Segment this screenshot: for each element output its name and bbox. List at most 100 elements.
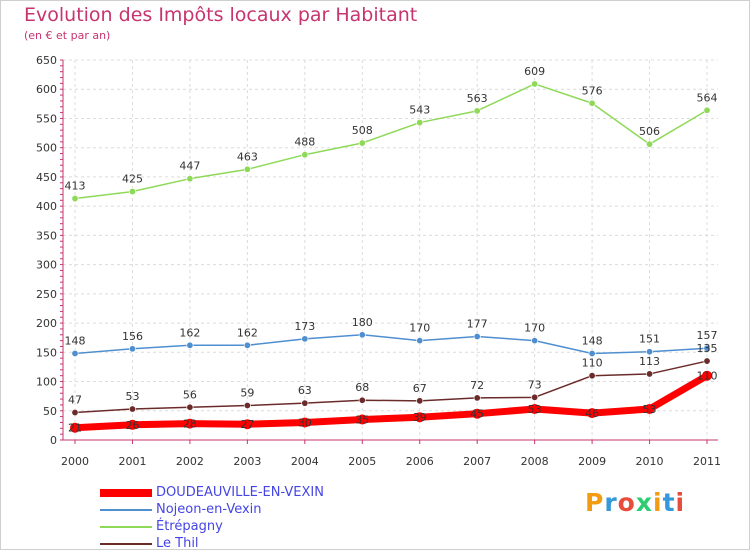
- data-label: 173: [294, 320, 315, 333]
- data-label: 47: [68, 394, 82, 407]
- data-label: 26: [125, 419, 139, 432]
- data-point: [529, 404, 540, 415]
- data-label: 148: [582, 334, 603, 347]
- data-point: [186, 403, 194, 411]
- series-line: [74, 360, 708, 414]
- data-label: 21: [68, 422, 82, 435]
- legend-label: Nojeon-en-Vexin: [156, 502, 262, 517]
- data-label: 45: [470, 408, 484, 421]
- x-tick-label: 2001: [118, 455, 146, 468]
- grid-lines: [63, 59, 718, 441]
- data-point: [416, 397, 424, 405]
- data-label: 113: [639, 355, 660, 368]
- data-label: 162: [179, 326, 200, 339]
- data-label: 135: [697, 342, 718, 355]
- data-label: 543: [409, 104, 430, 117]
- y-tick-label: 400: [36, 200, 57, 213]
- data-point: [128, 345, 136, 353]
- series-line: [74, 83, 708, 200]
- data-point: [301, 335, 309, 343]
- plot-area: [63, 60, 718, 440]
- data-point: [644, 404, 655, 415]
- data-point: [588, 349, 596, 357]
- data-label: 447: [179, 160, 200, 173]
- y-tick-label: 300: [36, 259, 57, 272]
- data-labels: 21 26 28 27 30 35 39 45 53 46 53 110 148 156 162 162 173…: [65, 65, 718, 435]
- data-label: 177: [467, 318, 488, 331]
- tick-labels: 0 50 100 150 200 250 300 350 400 450 500 550 600 650 2…: [36, 54, 721, 468]
- data-label: 39: [413, 411, 427, 424]
- data-label: 156: [122, 330, 143, 343]
- legend-label: Le Thil: [156, 536, 199, 551]
- data-label: 53: [643, 403, 657, 416]
- data-point: [243, 341, 251, 349]
- y-tick-label: 450: [36, 171, 57, 184]
- legend-label: DOUDEAUVILLE-EN-VEXIN: [156, 485, 324, 500]
- data-point: [416, 119, 424, 127]
- data-label: 27: [240, 418, 254, 431]
- y-tick-label: 0: [50, 434, 57, 447]
- y-tick-label: 550: [36, 112, 57, 125]
- x-tick-label: 2003: [233, 455, 261, 468]
- data-point: [71, 349, 79, 357]
- x-tick-label: 2009: [578, 455, 606, 468]
- data-point: [703, 357, 711, 365]
- axes: [60, 59, 718, 444]
- x-tick-label: 2004: [291, 455, 319, 468]
- data-point: [357, 414, 368, 425]
- y-tick-label: 600: [36, 83, 57, 96]
- y-tick-label: 500: [36, 142, 57, 155]
- data-label: 564: [697, 91, 718, 104]
- x-tick-label: 2000: [61, 455, 89, 468]
- data-label: 488: [294, 136, 315, 149]
- logo-letter: P: [585, 488, 605, 517]
- data-label: 157: [697, 329, 718, 342]
- x-tick-label: 2005: [348, 455, 376, 468]
- y-tick-label: 100: [36, 376, 57, 389]
- y-tick-label: 150: [36, 346, 57, 359]
- logo-letter: i: [675, 488, 686, 517]
- proxiti-logo: Proxiti: [585, 488, 685, 517]
- data-point: [473, 107, 481, 115]
- data-label: 576: [582, 84, 603, 97]
- data-label: 162: [237, 326, 258, 339]
- data-point: [184, 418, 195, 429]
- data-point: [646, 140, 654, 148]
- data-point: [186, 175, 194, 183]
- data-point: [702, 370, 712, 381]
- data-label: 56: [183, 388, 197, 401]
- series-line: [74, 334, 708, 355]
- data-point: [531, 337, 539, 345]
- data-point: [588, 99, 596, 107]
- data-point: [186, 341, 194, 349]
- series-line: [71, 372, 711, 432]
- data-label: 170: [409, 322, 430, 335]
- logo-letter: i: [653, 488, 663, 517]
- data-point: [71, 195, 79, 203]
- data-label: 506: [639, 125, 660, 138]
- data-point: [358, 331, 366, 339]
- data-point: [243, 402, 251, 410]
- series-lines: [70, 80, 712, 433]
- y-tick-label: 650: [36, 54, 57, 67]
- x-tick-label: 2010: [636, 455, 664, 468]
- logo-letter: o: [617, 488, 636, 517]
- data-point: [358, 396, 366, 404]
- data-label: 72: [470, 379, 484, 392]
- data-label: 609: [524, 65, 545, 78]
- x-tick-label: 2011: [693, 455, 721, 468]
- data-point: [587, 408, 598, 419]
- data-point: [127, 419, 138, 430]
- data-label: 563: [467, 92, 488, 105]
- data-label: 170: [524, 322, 545, 335]
- data-point: [71, 409, 79, 417]
- data-label: 67: [413, 382, 427, 395]
- data-label: 46: [585, 407, 599, 420]
- legend-swatch: [100, 509, 152, 511]
- data-label: 68: [355, 381, 369, 394]
- chart-subtitle: (en € et par an): [24, 29, 111, 42]
- x-tick-label: 2007: [463, 455, 491, 468]
- data-point: [473, 333, 481, 341]
- data-point: [473, 394, 481, 402]
